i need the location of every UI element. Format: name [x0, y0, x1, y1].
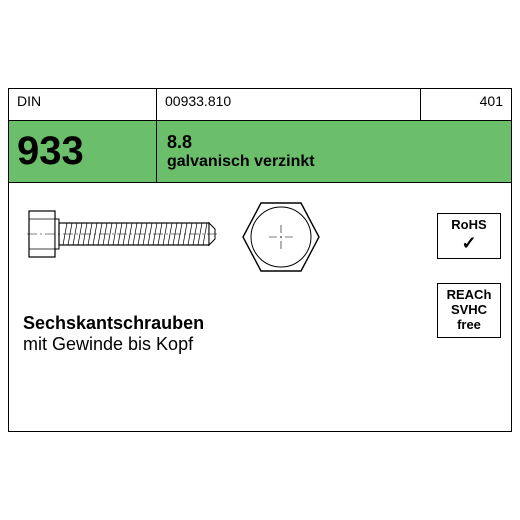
- spec-row: 933 8.8 galvanisch verzinkt: [9, 121, 511, 183]
- finish: galvanisch verzinkt: [167, 153, 501, 171]
- check-icon: ✓: [440, 233, 498, 254]
- spec-card: DIN 00933.810 401 933 8.8 galvanisch ver…: [8, 88, 512, 432]
- grade: 8.8: [167, 132, 501, 153]
- product-subtitle: mit Gewinde bis Kopf: [23, 334, 204, 355]
- main-area: Sechskantschrauben mit Gewinde bis Kopf …: [9, 183, 511, 431]
- product-title: Sechskantschrauben: [23, 313, 204, 334]
- din-number-cell: 933: [9, 121, 157, 182]
- din-number: 933: [17, 129, 84, 174]
- product-text: Sechskantschrauben mit Gewinde bis Kopf: [23, 313, 204, 355]
- bolt-diagram: [27, 199, 217, 274]
- din-label-cell: DIN: [9, 89, 157, 120]
- rohs-badge: RoHS ✓: [437, 213, 501, 259]
- code-cell: 401: [421, 89, 511, 120]
- reach-line3: free: [440, 318, 498, 333]
- hex-head-diagram: [239, 199, 323, 280]
- rohs-label: RoHS: [440, 218, 498, 233]
- grade-finish-cell: 8.8 galvanisch verzinkt: [157, 121, 511, 182]
- reach-line1: REACh: [440, 288, 498, 303]
- header-row: DIN 00933.810 401: [9, 89, 511, 121]
- reach-badge: REACh SVHC free: [437, 283, 501, 338]
- reach-line2: SVHC: [440, 303, 498, 318]
- part-number-cell: 00933.810: [157, 89, 421, 120]
